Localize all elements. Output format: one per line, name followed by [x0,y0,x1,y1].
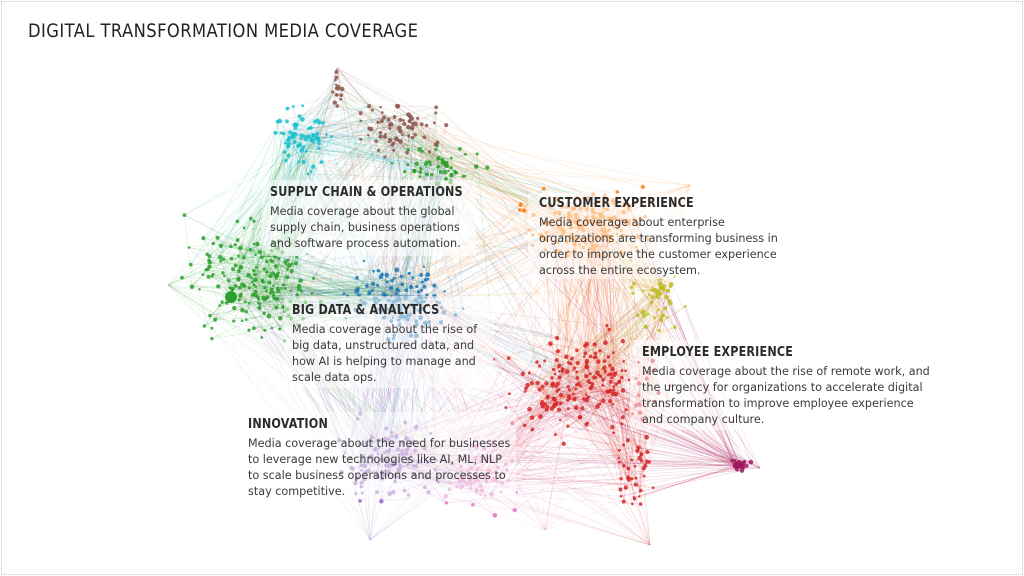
employee-experience-heading: EMPLOYEE EXPERIENCE [642,344,794,360]
employee-experience-description: Media coverage about the rise of remote … [642,365,930,426]
customer-experience-heading: CUSTOMER EXPERIENCE [539,195,694,211]
supply-chain-panel [262,180,476,256]
big-data-label: BIG DATA & ANALYTICS Media coverage abou… [292,302,477,386]
supply-chain-description: Media coverage about the global supply c… [270,205,461,250]
page-title: DIGITAL TRANSFORMATION MEDIA COVERAGE [28,20,419,42]
employee-experience-label: EMPLOYEE EXPERIENCE Media coverage about… [642,344,930,428]
innovation-heading: INNOVATION [248,416,328,432]
big-data-description: Media coverage about the rise of big dat… [292,323,478,384]
innovation-label: INNOVATION Media coverage about the need… [248,416,510,500]
big-data-heading: BIG DATA & ANALYTICS [292,302,440,318]
supply-chain-heading: SUPPLY CHAIN & OPERATIONS [270,184,463,200]
hub-node [225,291,237,303]
employee-experience-panel [630,340,935,430]
innovation-description: Media coverage about the need for busine… [248,437,511,498]
customer-experience-panel [528,193,790,279]
big-data-panel [284,296,494,388]
customer-experience-label: CUSTOMER EXPERIENCE Media coverage about… [539,195,778,279]
customer-experience-description: Media coverage about enterprise organiza… [539,216,778,277]
innovation-panel [240,412,516,498]
supply-chain-label: SUPPLY CHAIN & OPERATIONS Media coverage… [270,184,480,252]
